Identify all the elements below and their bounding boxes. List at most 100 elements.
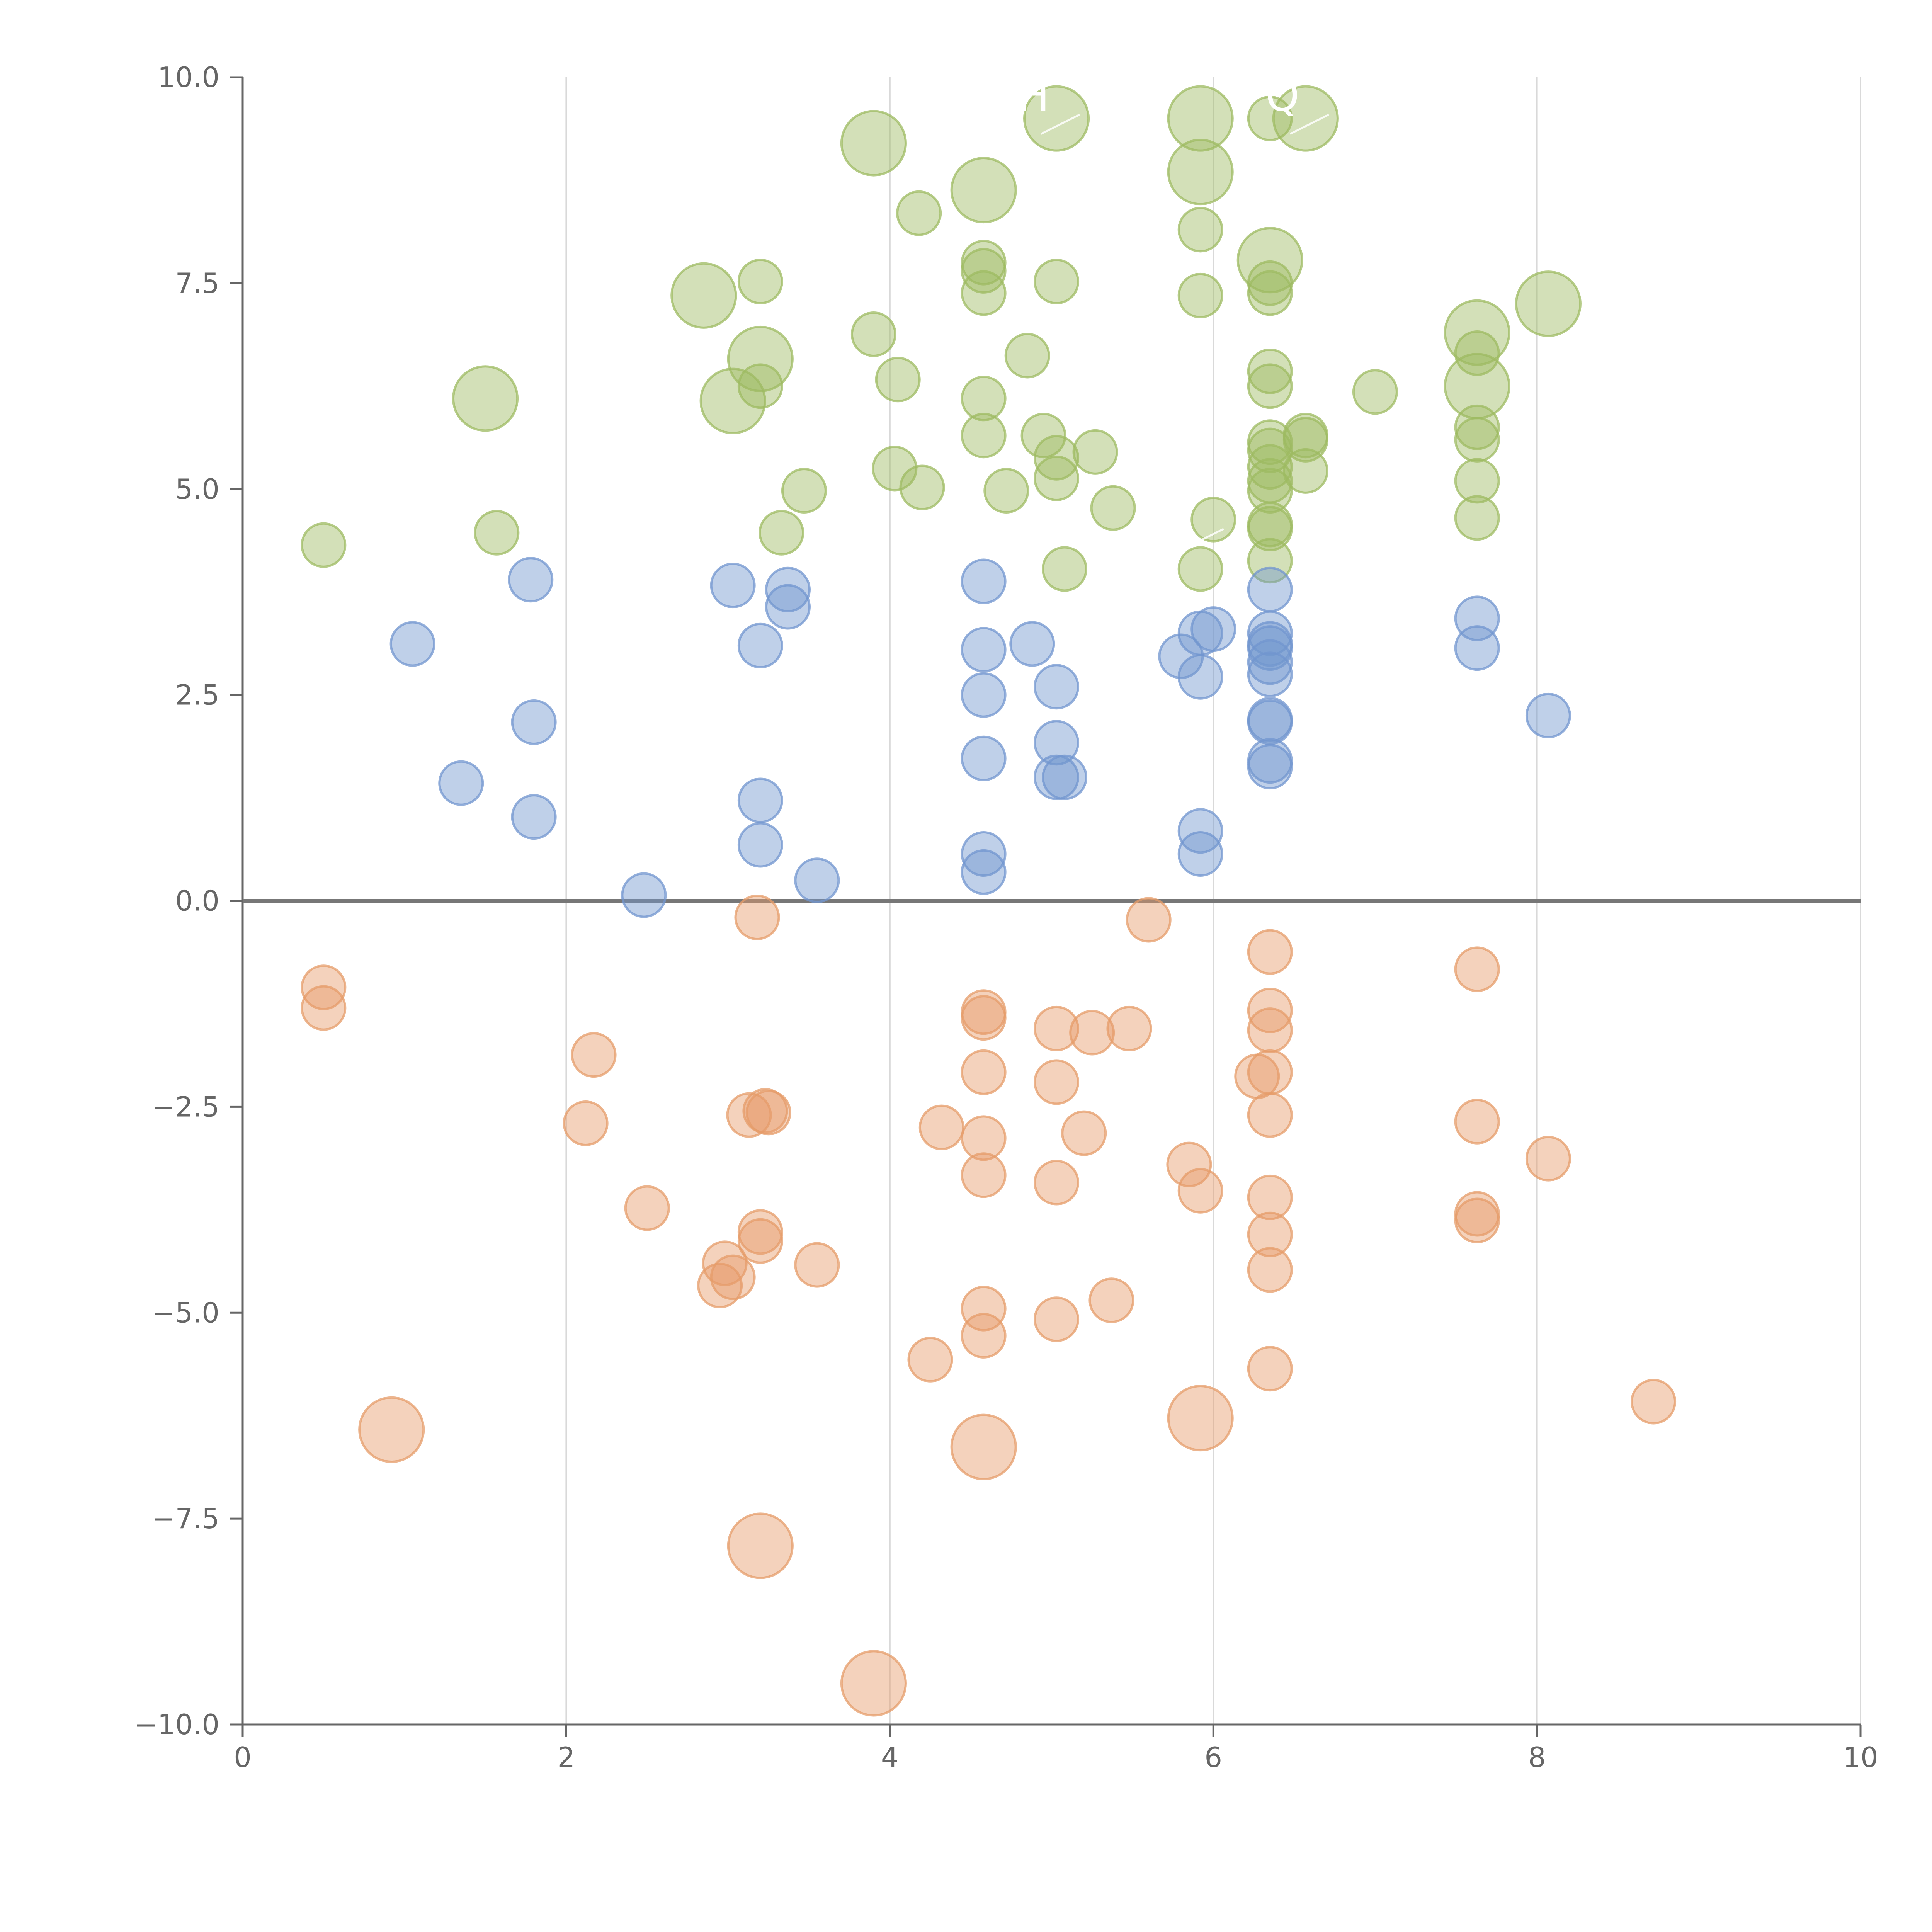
data-point (511, 699, 557, 745)
data-point (950, 1413, 1017, 1480)
x-tick-label: 4 (881, 1741, 899, 1774)
data-point (1009, 621, 1055, 667)
data-point (624, 1185, 670, 1231)
data-point (840, 1650, 907, 1717)
data-point (699, 367, 766, 434)
data-point (1454, 1099, 1500, 1145)
y-tick-label: −7.5 (152, 1502, 219, 1535)
data-point (1247, 1007, 1293, 1053)
x-tick-label: 6 (1204, 1741, 1222, 1774)
data-point (1247, 260, 1293, 306)
data-point (670, 262, 737, 329)
data-point (1034, 1160, 1080, 1206)
data-point (727, 1512, 794, 1579)
data-point (745, 1090, 791, 1136)
data-point (734, 895, 780, 940)
data-point (961, 1049, 1007, 1095)
data-point (710, 1254, 756, 1300)
data-point (1247, 1247, 1293, 1293)
data-point (1167, 85, 1234, 152)
data-point (950, 156, 1017, 224)
data-point (621, 872, 667, 918)
data-point (710, 563, 756, 609)
data-point (1525, 692, 1571, 738)
data-point (1247, 1049, 1293, 1095)
data-point (1034, 1059, 1080, 1105)
annotation-label: X (1162, 485, 1192, 536)
data-point (961, 849, 1007, 895)
data-point (961, 1313, 1007, 1359)
data-point (961, 413, 1007, 459)
data-point (571, 1032, 617, 1078)
data-point (896, 190, 942, 236)
data-point (1247, 363, 1293, 409)
data-point (1247, 444, 1293, 490)
data-point (1247, 929, 1293, 975)
data-point (1041, 754, 1087, 800)
data-point (1004, 333, 1050, 379)
data-point (1034, 456, 1080, 502)
data-point (1247, 639, 1293, 685)
data-point (1247, 468, 1293, 514)
data-point (875, 357, 921, 403)
y-tick-label: −2.5 (152, 1090, 219, 1123)
data-point (781, 468, 827, 514)
data-point (1034, 720, 1080, 766)
data-point (1631, 1379, 1677, 1425)
data-point (1454, 330, 1500, 376)
data-point (727, 325, 794, 393)
annotation-label: Q (1265, 71, 1299, 121)
data-point (1525, 1136, 1571, 1182)
data-point (1020, 413, 1066, 459)
data-point (452, 365, 519, 432)
data-point (1190, 497, 1236, 543)
data-point (1454, 417, 1500, 463)
data-point (1190, 606, 1236, 652)
data-point (737, 777, 783, 823)
data-point (1454, 404, 1500, 450)
data-point (1177, 272, 1223, 318)
data-point (1236, 227, 1303, 294)
data-point (1106, 1005, 1152, 1051)
bubbles-layer (301, 85, 1677, 1717)
data-point (961, 1152, 1007, 1198)
data-point (961, 672, 1007, 718)
data-point (1247, 651, 1293, 697)
data-point (1247, 506, 1293, 552)
data-point (1247, 270, 1293, 316)
data-point (1167, 139, 1234, 206)
data-point (1247, 1211, 1293, 1257)
series-group (301, 85, 1582, 592)
data-point (702, 1240, 748, 1286)
data-point (1247, 566, 1293, 612)
series-group (389, 557, 1571, 918)
data-point (737, 822, 783, 868)
data-point (1177, 207, 1223, 253)
data-point (563, 1100, 609, 1146)
x-tick-label: 10 (1843, 1741, 1878, 1774)
axes-layer: 0 2 4 6 8 10 −10.0 −7.5 −5.0 −2.5 0.0 2.5 5.0 7.5 10.0 (134, 61, 1878, 1774)
data-point (1177, 808, 1223, 854)
data-point (1352, 369, 1398, 415)
y-tick-label: 5.0 (175, 473, 219, 505)
data-point (1247, 1346, 1293, 1392)
data-point (899, 464, 945, 510)
annotation-leader (1184, 528, 1224, 549)
x-tick-label: 0 (234, 1741, 252, 1774)
data-point (1247, 1174, 1293, 1220)
data-point (301, 522, 347, 568)
data-point (737, 363, 783, 409)
data-point (1088, 1277, 1134, 1323)
data-point (1034, 259, 1080, 304)
annotation-layer: H Q X (1017, 71, 1329, 549)
data-point (1515, 270, 1582, 337)
data-point (1247, 744, 1293, 790)
data-point (1247, 625, 1293, 671)
data-point (961, 270, 1007, 316)
data-point (1167, 1385, 1234, 1452)
data-point (1090, 485, 1136, 531)
x-tick-label: 8 (1528, 1741, 1546, 1774)
data-point (961, 735, 1007, 781)
data-point (1177, 654, 1223, 700)
